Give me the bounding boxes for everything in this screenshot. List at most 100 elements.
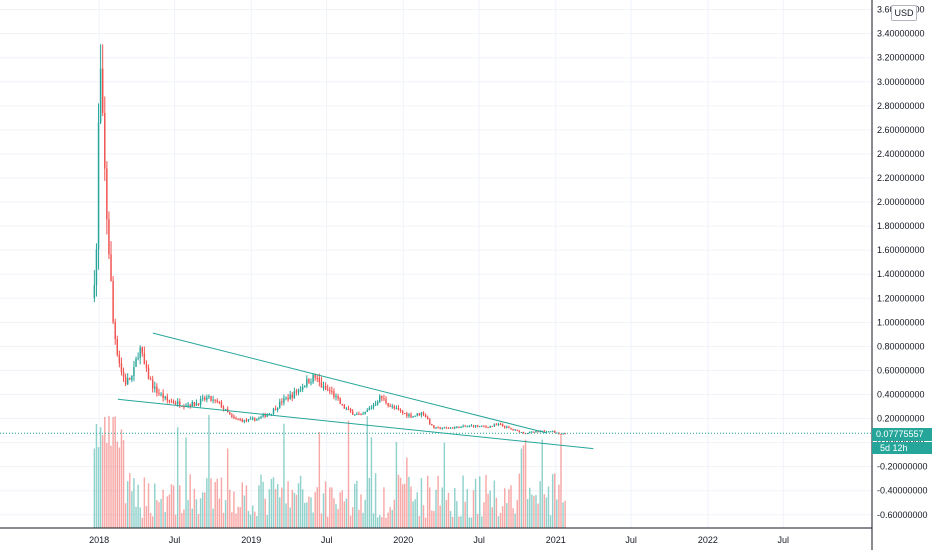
time-tick-label: 2018 xyxy=(89,535,109,545)
volume-bar xyxy=(118,447,121,528)
candle-body xyxy=(562,433,564,435)
volume-bar xyxy=(143,477,146,528)
candle-body xyxy=(370,407,373,409)
candle-body xyxy=(506,426,508,428)
candle-body xyxy=(270,413,273,415)
candle-body xyxy=(535,431,537,433)
volume-bar xyxy=(285,503,287,528)
volume-bar xyxy=(191,508,194,528)
candle-body xyxy=(374,404,377,406)
candle-body xyxy=(351,411,354,415)
volume-bar xyxy=(260,474,262,528)
candle-body xyxy=(408,414,410,417)
candle-body xyxy=(170,401,173,403)
candle-body xyxy=(360,414,362,416)
volume-bar xyxy=(406,457,408,528)
volume-bar xyxy=(410,486,412,528)
volume-bar xyxy=(374,473,377,528)
volume-bar xyxy=(424,517,427,528)
volume-bar xyxy=(558,484,560,528)
candle-body xyxy=(141,347,144,354)
volume-bar xyxy=(472,490,475,528)
volume-bar xyxy=(362,512,364,528)
candle-body xyxy=(189,404,191,407)
volume-bar xyxy=(449,511,452,528)
candle-body xyxy=(245,419,248,421)
candle-body xyxy=(220,402,223,408)
price-tick-label: 3.00000000 xyxy=(877,77,925,87)
candle-body xyxy=(241,419,243,422)
volume-bar xyxy=(381,517,383,528)
volume-bar xyxy=(489,490,491,528)
candle-body xyxy=(247,419,250,421)
volume-bar xyxy=(299,475,302,528)
volume-bar xyxy=(533,495,535,528)
candle-body xyxy=(454,427,456,429)
candle-body xyxy=(212,399,214,401)
volume-bar xyxy=(154,483,156,528)
candle-body xyxy=(381,395,383,399)
candle-body xyxy=(316,377,318,379)
candle-body xyxy=(264,414,266,417)
volume-bar xyxy=(137,484,139,528)
candle-body xyxy=(481,425,483,427)
candle-body xyxy=(526,432,529,434)
candle-body xyxy=(187,404,189,406)
candle-body xyxy=(116,339,119,355)
candle-body xyxy=(183,406,185,408)
volume-bar xyxy=(395,441,398,528)
volume-bar xyxy=(183,509,185,528)
volume-bar xyxy=(281,487,283,528)
volume-bar xyxy=(322,493,325,528)
currency-badge[interactable]: USD xyxy=(891,5,917,21)
candle-body xyxy=(231,414,233,417)
candle-body xyxy=(391,406,393,408)
candle-body xyxy=(95,249,98,285)
candle-body xyxy=(124,376,127,385)
price-tick-label: 2.60000000 xyxy=(877,125,925,135)
volume-bar xyxy=(356,480,358,528)
volume-bar xyxy=(551,474,554,528)
volume-bar xyxy=(535,494,537,528)
time-axis[interactable]: 2018 Jul 2019 Jul 2020 Jul 2021 Jul 2022 Jul xyxy=(89,535,789,545)
volume-bar xyxy=(195,499,198,528)
candle-body xyxy=(166,396,169,401)
trendline[interactable] xyxy=(152,332,547,434)
volume-bar xyxy=(147,483,150,528)
candle-body xyxy=(551,431,554,433)
volume-bar xyxy=(204,492,206,528)
volume-bar xyxy=(272,477,275,528)
candle-body xyxy=(410,414,412,418)
candle-body xyxy=(276,407,279,410)
candle-body xyxy=(308,378,310,384)
candle-body xyxy=(235,418,237,420)
candle-body xyxy=(337,396,339,399)
candle-body xyxy=(470,425,473,427)
volume-bar xyxy=(454,487,456,528)
volume-bar xyxy=(241,482,243,528)
candle-body xyxy=(204,397,206,400)
volume-bar xyxy=(266,515,268,528)
candle-body xyxy=(137,357,139,359)
trendline[interactable] xyxy=(117,398,594,450)
candle-body xyxy=(414,415,416,417)
candle-body xyxy=(162,393,164,399)
volume-bar xyxy=(560,435,562,528)
volume-bar xyxy=(389,506,391,528)
volume-bar xyxy=(141,517,144,528)
candle-body xyxy=(543,430,546,432)
candle-body xyxy=(122,371,125,377)
volume-bar xyxy=(339,492,341,528)
candle-body xyxy=(345,408,348,410)
candle-body xyxy=(331,391,333,393)
time-tick-label: Jul xyxy=(169,535,181,545)
candle-body xyxy=(443,427,446,429)
volume-bar xyxy=(504,488,506,528)
volume-bar xyxy=(408,476,410,528)
volume-bar xyxy=(116,441,119,528)
candle-body xyxy=(262,414,264,417)
volume-bar xyxy=(341,490,343,528)
candle-body xyxy=(529,431,531,433)
candle-body xyxy=(437,427,439,429)
